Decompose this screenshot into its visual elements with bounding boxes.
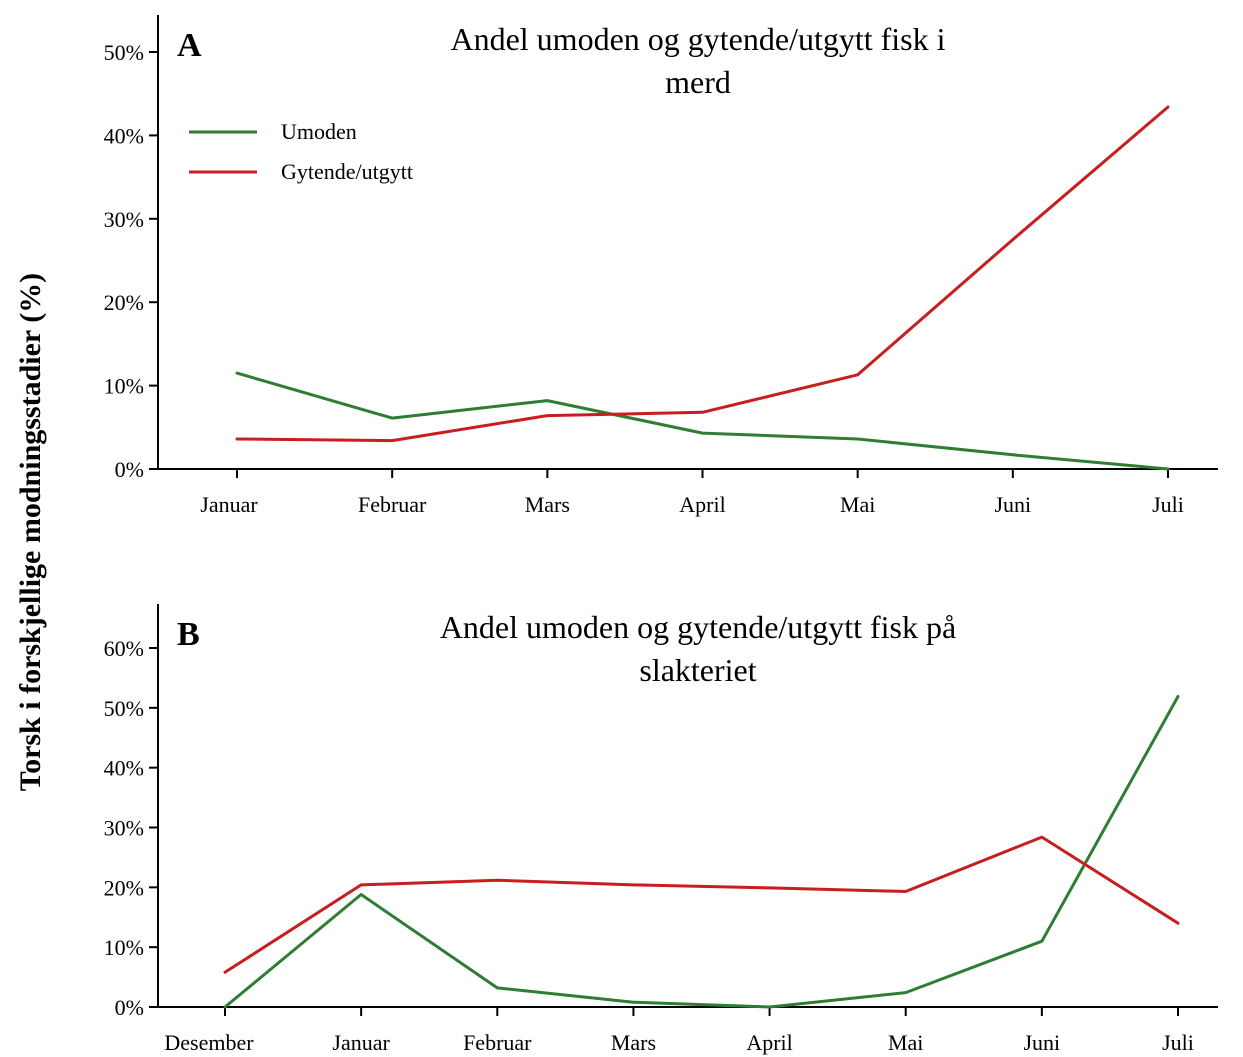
panel-b-chart: 0% 10% 20% 30% 40% 50% 60% Desember Januar Februa…	[104, 604, 1218, 1055]
y-tick-label: 20%	[104, 290, 144, 315]
legend-label: Gytende/utgytt	[281, 159, 413, 184]
series-line-1	[223, 835, 1180, 974]
x-tick-label: Mars	[611, 1030, 656, 1055]
x-tick-label: Mai	[888, 1030, 923, 1055]
y-tick-label: 50%	[104, 40, 144, 65]
y-tick-label: 30%	[104, 207, 144, 232]
x-tick-label: April	[746, 1030, 792, 1055]
x-tick-label: April	[679, 492, 725, 517]
x-tick-label: Juni	[1024, 1030, 1061, 1055]
series-line-0	[235, 371, 1170, 471]
y-axis-label: Torsk i forskjellige modningsstadier (%)	[14, 273, 47, 791]
x-tick-label: Desember	[164, 1030, 254, 1055]
x-tick-label: Juni	[994, 492, 1031, 517]
x-tick-label: Mai	[840, 492, 875, 517]
chart-title-line: slakteriet	[639, 652, 756, 688]
x-tick-label: Januar	[332, 1030, 390, 1055]
x-tick-label: Februar	[463, 1030, 532, 1055]
y-tick-label: 40%	[104, 123, 144, 148]
x-tick-label: Juli	[1162, 1030, 1194, 1055]
y-tick-label: 10%	[104, 935, 144, 960]
panel-letter: B	[177, 616, 200, 653]
chart-title-line: merd	[665, 64, 731, 100]
x-tick-label: Juli	[1152, 492, 1184, 517]
panel-a-chart: 0% 10% 20% 30% 40% 50% Januar Februar Mars April M…	[104, 15, 1218, 517]
y-tick-label: 60%	[104, 636, 144, 661]
x-tick-label: Januar	[200, 492, 258, 517]
series-line-0	[223, 695, 1180, 1009]
y-tick-label: 30%	[104, 816, 144, 841]
y-tick-label: 10%	[104, 374, 144, 399]
y-tick-label: 0%	[115, 457, 144, 482]
series-line-1	[235, 105, 1170, 443]
y-tick-label: 40%	[104, 756, 144, 781]
y-tick-label: 50%	[104, 696, 144, 721]
x-tick-label: Mars	[525, 492, 570, 517]
y-tick-label: 20%	[104, 875, 144, 900]
y-tick-label: 0%	[115, 995, 144, 1020]
panel-letter: A	[177, 27, 202, 64]
legend-label: Umoden	[281, 119, 357, 144]
x-tick-label: Februar	[358, 492, 427, 517]
chart-title-line: Andel umoden og gytende/utgytt fisk på	[440, 609, 956, 645]
chart-title-line: Andel umoden og gytende/utgytt fisk i	[450, 21, 945, 57]
